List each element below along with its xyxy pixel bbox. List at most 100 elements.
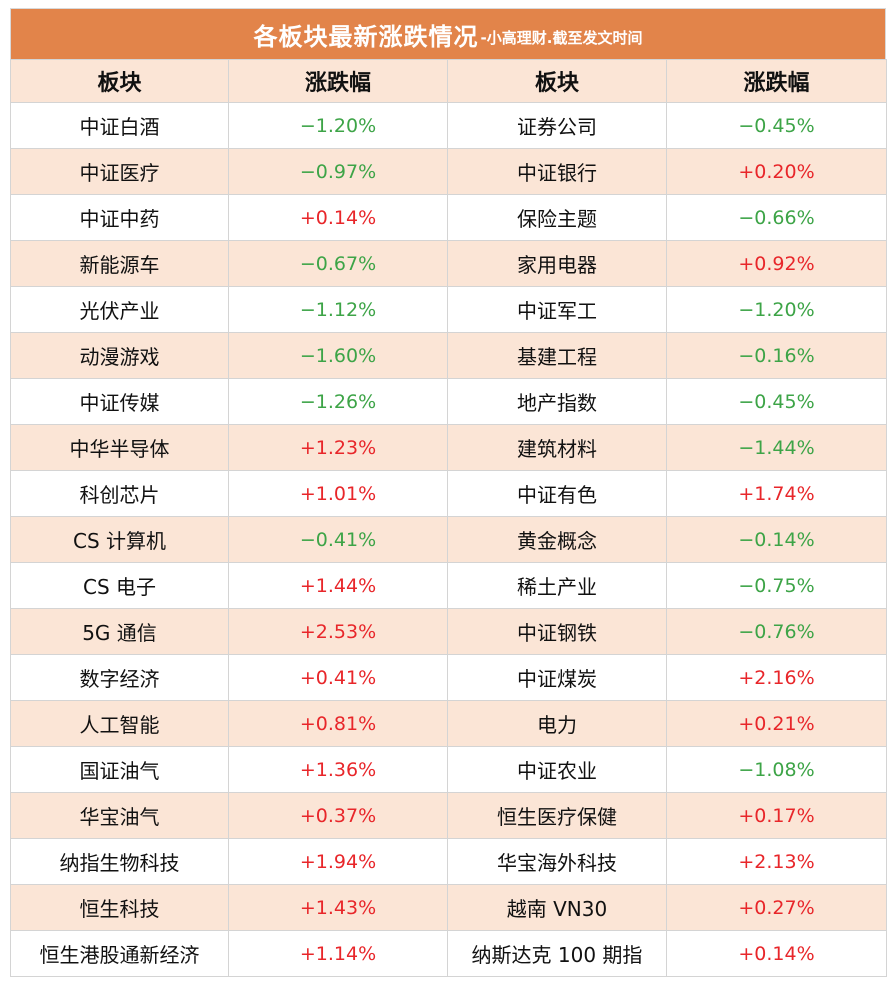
- table-row: 动漫游戏 −1.60% 基建工程 −0.16%: [10, 332, 887, 379]
- change-value-left: −1.26%: [228, 378, 448, 425]
- change-value-left: +1.01%: [228, 470, 448, 517]
- change-value-right: +0.17%: [666, 792, 887, 839]
- change-value-left: −0.41%: [228, 516, 448, 563]
- table-row: CS 计算机 −0.41% 黄金概念 −0.14%: [10, 516, 887, 563]
- header-sector-left: 板块: [10, 59, 229, 103]
- sector-name-right: 黄金概念: [447, 516, 667, 563]
- change-value-left: +1.23%: [228, 424, 448, 471]
- table-row: 纳指生物科技 +1.94% 华宝海外科技 +2.13%: [10, 838, 887, 885]
- table-subtitle: -小高理财.截至发文时间: [480, 28, 643, 47]
- change-value-right: +2.16%: [666, 654, 887, 701]
- table-row: 人工智能 +0.81% 电力 +0.21%: [10, 700, 887, 747]
- table-row: 国证油气 +1.36% 中证农业 −1.08%: [10, 746, 887, 793]
- sector-name-left: 中证传媒: [10, 378, 229, 425]
- table-row: 数字经济 +0.41% 中证煤炭 +2.16%: [10, 654, 887, 701]
- sector-name-left: 恒生科技: [10, 884, 229, 931]
- sector-name-right: 基建工程: [447, 332, 667, 379]
- table-row: 5G 通信 +2.53% 中证钢铁 −0.76%: [10, 608, 887, 655]
- sector-name-left: 中证白酒: [10, 102, 229, 149]
- change-value-left: +2.53%: [228, 608, 448, 655]
- sector-name-right: 中证农业: [447, 746, 667, 793]
- change-value-right: −0.75%: [666, 562, 887, 609]
- change-value-left: −1.60%: [228, 332, 448, 379]
- change-value-right: +0.92%: [666, 240, 887, 287]
- sector-performance-table: 各板块最新涨跌情况 -小高理财.截至发文时间 板块 涨跌幅 板块 涨跌幅 中证白…: [10, 8, 887, 977]
- change-value-right: −0.66%: [666, 194, 887, 241]
- change-value-right: −1.08%: [666, 746, 887, 793]
- change-value-left: −0.97%: [228, 148, 448, 195]
- table-row: 中证中药 +0.14% 保险主题 −0.66%: [10, 194, 887, 241]
- sector-name-right: 中证钢铁: [447, 608, 667, 655]
- sector-name-right: 建筑材料: [447, 424, 667, 471]
- sector-name-right: 家用电器: [447, 240, 667, 287]
- sector-name-right: 保险主题: [447, 194, 667, 241]
- change-value-left: +1.14%: [228, 930, 448, 977]
- sector-name-left: 华宝油气: [10, 792, 229, 839]
- sector-name-right: 中证煤炭: [447, 654, 667, 701]
- change-value-left: +0.41%: [228, 654, 448, 701]
- sector-name-left: 光伏产业: [10, 286, 229, 333]
- change-value-left: −0.67%: [228, 240, 448, 287]
- change-value-left: +0.37%: [228, 792, 448, 839]
- change-value-right: +0.21%: [666, 700, 887, 747]
- header-change-right: 涨跌幅: [666, 59, 887, 103]
- change-value-right: +0.20%: [666, 148, 887, 195]
- table-row: 中华半导体 +1.23% 建筑材料 −1.44%: [10, 424, 887, 471]
- header-sector-right: 板块: [447, 59, 667, 103]
- sector-name-left: 人工智能: [10, 700, 229, 747]
- table-title-bar: 各板块最新涨跌情况 -小高理财.截至发文时间: [10, 8, 886, 59]
- sector-name-left: 恒生港股通新经济: [10, 930, 229, 977]
- change-value-left: +1.43%: [228, 884, 448, 931]
- change-value-right: −0.14%: [666, 516, 887, 563]
- change-value-left: −1.20%: [228, 102, 448, 149]
- change-value-left: −1.12%: [228, 286, 448, 333]
- sector-name-right: 中证有色: [447, 470, 667, 517]
- table-title: 各板块最新涨跌情况: [253, 22, 479, 51]
- sector-name-right: 越南 VN30: [447, 884, 667, 931]
- sector-name-left: 中证医疗: [10, 148, 229, 195]
- table-row: CS 电子 +1.44% 稀土产业 −0.75%: [10, 562, 887, 609]
- change-value-right: −0.45%: [666, 102, 887, 149]
- table-row: 科创芯片 +1.01% 中证有色 +1.74%: [10, 470, 887, 517]
- change-value-right: −0.76%: [666, 608, 887, 655]
- sector-name-right: 纳斯达克 100 期指: [447, 930, 667, 977]
- sector-name-right: 地产指数: [447, 378, 667, 425]
- change-value-right: −0.16%: [666, 332, 887, 379]
- table-row: 光伏产业 −1.12% 中证军工 −1.20%: [10, 286, 887, 333]
- sector-name-left: 纳指生物科技: [10, 838, 229, 885]
- sector-name-left: 5G 通信: [10, 608, 229, 655]
- sector-name-right: 恒生医疗保健: [447, 792, 667, 839]
- sector-name-right: 证券公司: [447, 102, 667, 149]
- change-value-right: −1.20%: [666, 286, 887, 333]
- sector-name-left: 中证中药: [10, 194, 229, 241]
- data-table: 板块 涨跌幅 板块 涨跌幅 中证白酒 −1.20% 证券公司 −0.45% 中证医疗 −0…: [10, 59, 887, 977]
- sector-name-right: 稀土产业: [447, 562, 667, 609]
- sector-name-right: 华宝海外科技: [447, 838, 667, 885]
- table-row: 中证医疗 −0.97% 中证银行 +0.20%: [10, 148, 887, 195]
- table-row: 恒生科技 +1.43% 越南 VN30 +0.27%: [10, 884, 887, 931]
- sector-name-left: 数字经济: [10, 654, 229, 701]
- table-row: 中证传媒 −1.26% 地产指数 −0.45%: [10, 378, 887, 425]
- change-value-right: −0.45%: [666, 378, 887, 425]
- change-value-right: +0.14%: [666, 930, 887, 977]
- sector-name-left: CS 计算机: [10, 516, 229, 563]
- table-row: 恒生港股通新经济 +1.14% 纳斯达克 100 期指 +0.14%: [10, 930, 887, 977]
- table-row: 华宝油气 +0.37% 恒生医疗保健 +0.17%: [10, 792, 887, 839]
- change-value-left: +1.44%: [228, 562, 448, 609]
- sector-name-right: 中证银行: [447, 148, 667, 195]
- change-value-right: +2.13%: [666, 838, 887, 885]
- header-row: 板块 涨跌幅 板块 涨跌幅: [10, 59, 887, 103]
- change-value-left: +1.94%: [228, 838, 448, 885]
- table-row: 新能源车 −0.67% 家用电器 +0.92%: [10, 240, 887, 287]
- sector-name-left: 中华半导体: [10, 424, 229, 471]
- change-value-left: +0.14%: [228, 194, 448, 241]
- sector-name-left: 科创芯片: [10, 470, 229, 517]
- sector-name-right: 电力: [447, 700, 667, 747]
- change-value-right: +1.74%: [666, 470, 887, 517]
- change-value-right: +0.27%: [666, 884, 887, 931]
- sector-name-right: 中证军工: [447, 286, 667, 333]
- change-value-right: −1.44%: [666, 424, 887, 471]
- sector-name-left: 动漫游戏: [10, 332, 229, 379]
- change-value-left: +1.36%: [228, 746, 448, 793]
- table-row: 中证白酒 −1.20% 证券公司 −0.45%: [10, 102, 887, 149]
